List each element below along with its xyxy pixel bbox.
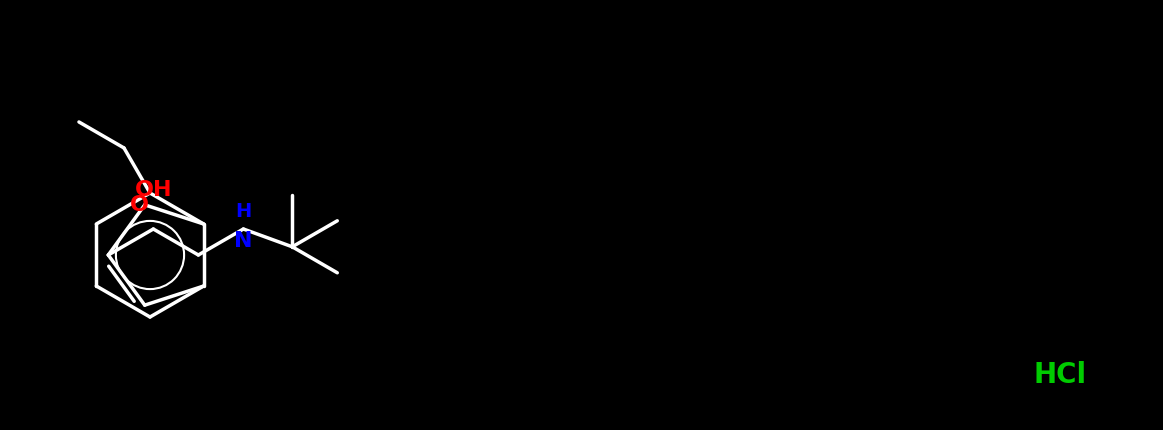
Text: HCl: HCl <box>1034 361 1086 389</box>
Text: N: N <box>234 231 252 251</box>
Text: H: H <box>235 202 251 221</box>
Text: OH: OH <box>135 180 172 200</box>
Text: O: O <box>130 195 149 215</box>
